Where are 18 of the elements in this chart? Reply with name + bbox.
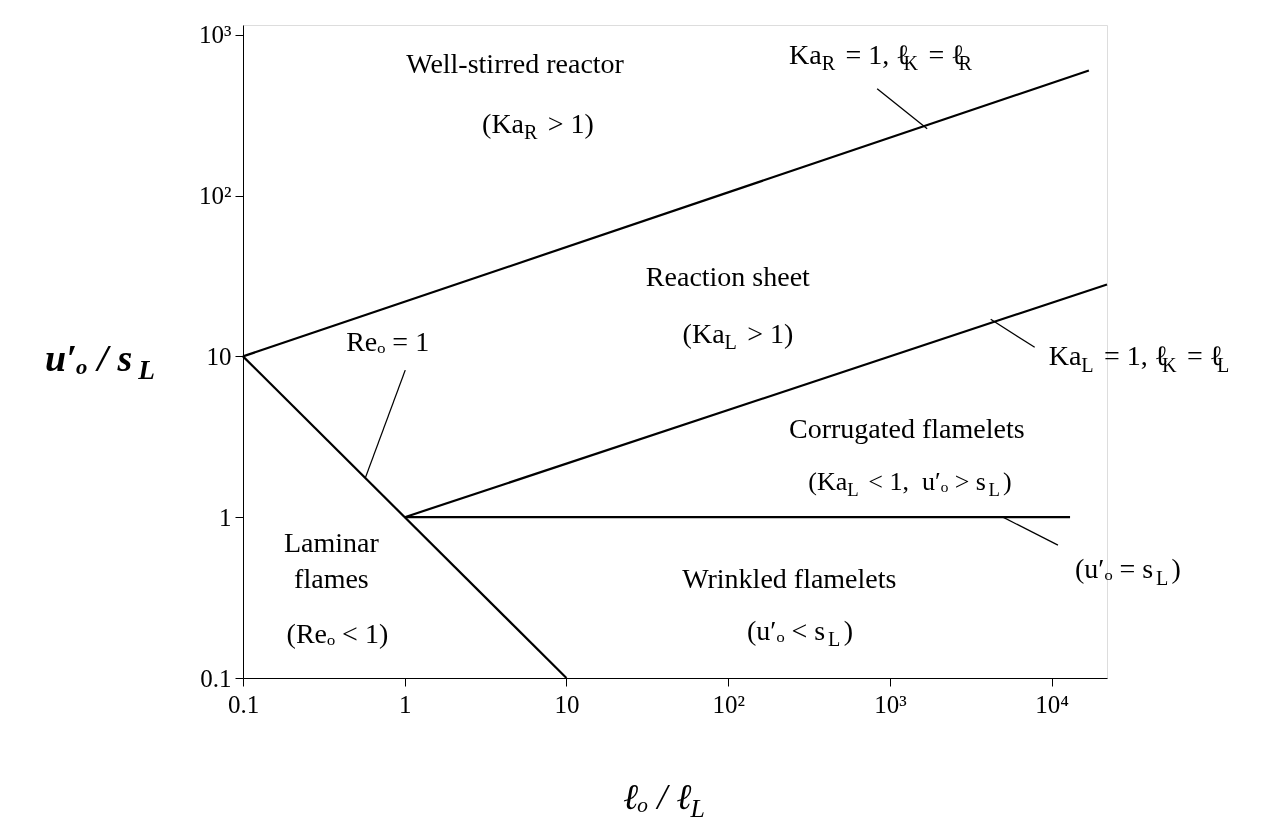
y-tick-label: 10³	[199, 21, 232, 49]
annotation: Reₒ = 1	[346, 326, 430, 358]
annotation: Well-stirred reactor	[406, 48, 625, 79]
y-tick-label: 10²	[199, 182, 232, 210]
x-tick-label: 0.1	[227, 690, 260, 718]
x-tick-label: 10	[554, 690, 580, 718]
x-tick-label: 10²	[712, 690, 745, 718]
annotation: Wrinkled flamelets	[682, 563, 897, 594]
y-tick-label: 10	[206, 342, 232, 370]
x-tick-label: 10³	[874, 690, 908, 718]
annotation: Corrugated flamelets	[788, 413, 1025, 444]
y-tick-label: 1	[219, 503, 232, 531]
y-tick-label: 0.1	[200, 664, 232, 692]
x-tick-label: 1	[398, 690, 412, 718]
annotation: Laminar flames	[284, 526, 380, 595]
annotation: (Reₒ < 1)	[286, 618, 389, 649]
annotation: Reaction sheet	[645, 261, 811, 292]
x-tick-label: 10⁴	[1035, 690, 1070, 718]
